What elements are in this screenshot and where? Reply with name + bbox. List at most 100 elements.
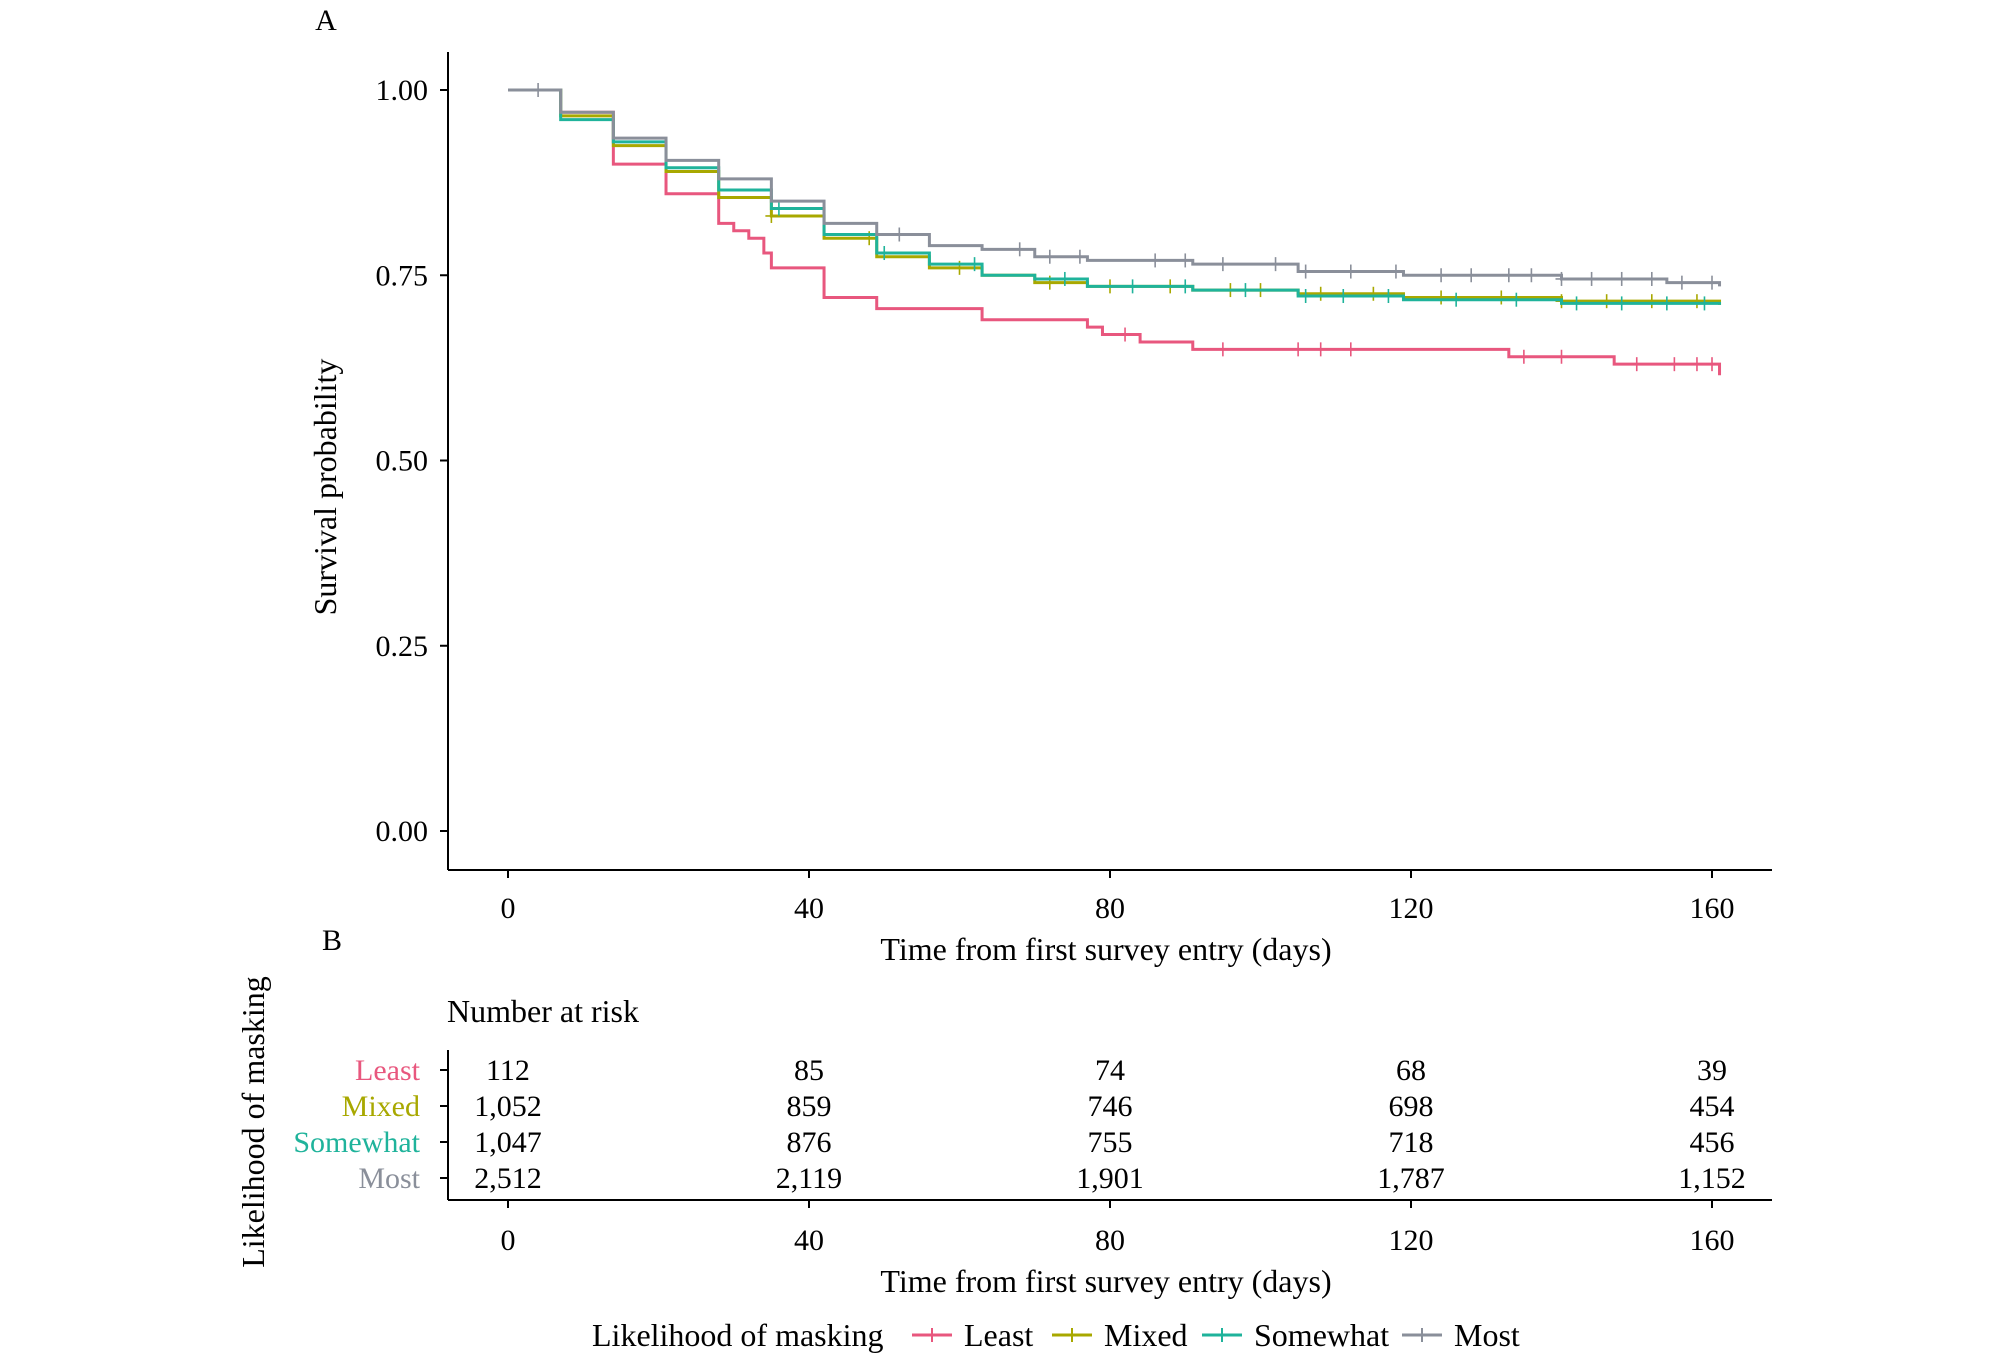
censor-mark-most — [1389, 264, 1402, 279]
km-x-tick-label: 160 — [1690, 892, 1735, 925]
km-curve-somewhat — [508, 88, 1722, 305]
legend: Likelihood of masking Least Mixed Somewhat… — [592, 1317, 1520, 1353]
risk-count: 859 — [787, 1090, 832, 1123]
censor-mark-mixed — [1690, 294, 1703, 309]
censor-mark-most — [1502, 268, 1515, 283]
censor-mark-somewhat — [1382, 288, 1395, 303]
legend-item-label: Mixed — [1104, 1317, 1188, 1353]
censor-mark-most — [1525, 268, 1538, 283]
km-x-axis-title: Time from first survey entry (days) — [880, 931, 1331, 967]
censor-mark-most — [1043, 249, 1056, 264]
risk-x-tick-label: 160 — [1690, 1224, 1735, 1257]
censor-mark-mixed — [1435, 290, 1448, 305]
legend-item-somewhat: Somewhat — [1202, 1317, 1389, 1353]
risk-row-label-least: Least — [355, 1054, 421, 1087]
risk-count: 2,512 — [474, 1162, 542, 1195]
risk-table-panel: Number at risk Least 112 85 74 68 39 Mixed 1,05… — [235, 976, 1772, 1299]
risk-x-tick-label: 120 — [1389, 1224, 1434, 1257]
censor-mark-least — [1555, 349, 1568, 364]
censor-mark-somewhat — [1179, 279, 1192, 294]
legend-items: Least Mixed Somewhat Most — [912, 1317, 1520, 1353]
censor-mark-somewhat — [1337, 288, 1350, 303]
censor-mark-mixed — [1367, 286, 1380, 301]
risk-x-tick-label: 0 — [501, 1224, 516, 1257]
risk-count: 456 — [1690, 1126, 1735, 1159]
censor-mark-least — [1517, 349, 1530, 364]
risk-count: 746 — [1088, 1090, 1133, 1123]
legend-item-most: Most — [1402, 1317, 1520, 1353]
censor-mark-most — [1073, 249, 1086, 264]
censor-mark-somewhat — [772, 201, 785, 216]
risk-count: 698 — [1389, 1090, 1434, 1123]
risk-count: 876 — [787, 1126, 832, 1159]
censor-mark-most — [893, 227, 906, 242]
km-x-tick-label: 40 — [794, 892, 824, 925]
censor-mark-most — [1179, 253, 1192, 268]
risk-count: 454 — [1690, 1090, 1735, 1123]
censor-mark-most — [1216, 257, 1229, 272]
risk-count: 1,047 — [474, 1126, 542, 1159]
risk-count: 68 — [1396, 1054, 1426, 1087]
risk-count: 112 — [486, 1054, 530, 1087]
risk-row-label-mixed: Mixed — [342, 1090, 420, 1123]
censor-mark-most — [1344, 264, 1357, 279]
panel-b-label: B — [322, 924, 342, 957]
km-curve-least — [508, 88, 1722, 376]
censor-mark-mixed — [1314, 286, 1327, 301]
km-plot-panel: 0.00 0.25 0.50 0.75 1.00 0 40 80 120 160 Surviva… — [307, 52, 1772, 967]
censor-mark-most — [1013, 242, 1026, 257]
censor-mark-mixed — [1645, 294, 1658, 309]
risk-count: 39 — [1697, 1054, 1727, 1087]
censor-mark-least — [1344, 342, 1357, 357]
km-x-tick-label: 0 — [501, 892, 516, 925]
km-curve-mixed — [508, 88, 1722, 305]
risk-count: 85 — [794, 1054, 824, 1087]
censor-mark-mixed — [1495, 290, 1508, 305]
censor-mark-least — [1690, 357, 1703, 372]
censor-mark-somewhat — [1299, 288, 1312, 303]
km-y-tick-label: 0.25 — [376, 630, 429, 663]
censor-mark-somewhat — [1698, 296, 1711, 311]
censor-mark-somewhat — [1660, 296, 1673, 311]
censor-mark-most — [1269, 257, 1282, 272]
censor-mark-somewhat — [1126, 279, 1139, 294]
legend-item-label: Somewhat — [1254, 1317, 1389, 1353]
risk-count: 718 — [1389, 1126, 1434, 1159]
risk-count: 74 — [1095, 1054, 1125, 1087]
censor-mark-most — [1615, 271, 1628, 286]
km-y-tick-label: 1.00 — [376, 74, 429, 107]
censor-mark-somewhat — [1510, 292, 1523, 307]
censor-mark-most — [1435, 268, 1448, 283]
legend-item-label: Most — [1454, 1317, 1520, 1353]
risk-row-label-somewhat: Somewhat — [293, 1126, 420, 1159]
km-y-tick-label: 0.50 — [376, 445, 429, 478]
km-y-tick-label: 0.00 — [376, 815, 429, 848]
km-y-tick-label: 0.75 — [376, 259, 429, 292]
legend-item-label: Least — [964, 1317, 1033, 1353]
censor-mark-least — [1119, 327, 1132, 342]
censor-mark-somewhat — [1615, 296, 1628, 311]
censor-mark-least — [1292, 342, 1305, 357]
censor-mark-least — [1216, 342, 1229, 357]
risk-x-tick-label: 80 — [1095, 1224, 1125, 1257]
censor-mark-least — [1314, 342, 1327, 357]
censor-mark-mixed — [765, 208, 778, 223]
censor-mark-somewhat — [968, 257, 981, 272]
risk-table-rows: Least 112 85 74 68 39 Mixed 1,052 859 746 698 454 So… — [293, 1054, 1745, 1195]
censor-mark-most — [1645, 271, 1658, 286]
censor-mark-least — [1706, 357, 1718, 372]
risk-x-tick-label: 40 — [794, 1224, 824, 1257]
censor-mark-most — [1149, 253, 1162, 268]
legend-item-least: Least — [912, 1317, 1033, 1353]
risk-y-axis-title: Likelihood of masking — [235, 976, 271, 1268]
legend-title: Likelihood of masking — [592, 1317, 884, 1353]
censor-mark-somewhat — [1239, 283, 1252, 298]
censor-mark-most — [1675, 275, 1688, 290]
km-x-ticks: 0 40 80 120 160 — [501, 870, 1735, 925]
censor-mark-somewhat — [1450, 292, 1463, 307]
km-x-tick-label: 120 — [1389, 892, 1434, 925]
censor-mark-somewhat — [878, 246, 891, 261]
risk-x-ticks: 0 40 80 120 160 — [501, 1200, 1735, 1257]
risk-count: 1,052 — [474, 1090, 542, 1123]
